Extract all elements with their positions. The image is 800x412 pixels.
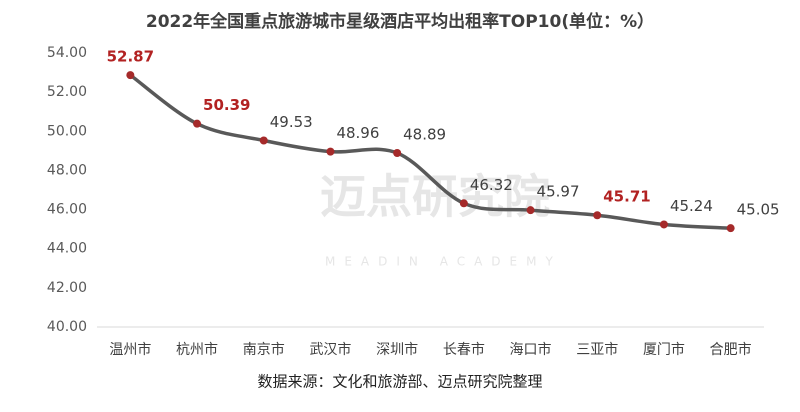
data-label: 48.96 <box>336 124 379 142</box>
marker <box>526 206 535 215</box>
x-tick-label: 南京市 <box>243 341 285 358</box>
marker <box>593 211 602 220</box>
marker <box>326 147 335 156</box>
x-tick-label: 海口市 <box>510 341 552 358</box>
line <box>129 73 731 230</box>
marker <box>126 71 135 80</box>
data-label: 45.05 <box>737 201 780 219</box>
marker <box>726 224 735 233</box>
x-tick-label: 厦门市 <box>643 341 685 358</box>
data-label: 48.89 <box>403 126 446 144</box>
y-tick-label: 40.00 <box>47 319 87 335</box>
y-tick-label: 46.00 <box>47 202 87 218</box>
chart-title: 2022年全国重点旅游城市星级酒店平均出租率TOP10(单位：%） <box>146 11 654 32</box>
y-tick-label: 48.00 <box>47 162 87 178</box>
watermark: 迈点研究院 <box>320 170 550 224</box>
x-tick-label: 合肥市 <box>710 341 752 358</box>
y-tick-label: 50.00 <box>47 123 87 139</box>
marker <box>193 119 202 128</box>
watermark-sub: MEADIN ACADEMY <box>325 255 562 269</box>
y-tick-label: 54.00 <box>47 45 87 61</box>
data-label: 45.97 <box>537 183 580 201</box>
data-label: 45.24 <box>670 197 713 215</box>
data-label: 52.87 <box>107 48 154 66</box>
x-tick-label: 三亚市 <box>576 341 618 358</box>
source-note: 数据来源：文化和旅游部、迈点研究院整理 <box>257 373 542 391</box>
data-label: 49.53 <box>270 113 313 131</box>
x-tick-label: 长春市 <box>443 341 485 358</box>
data-label: 50.39 <box>203 96 250 114</box>
x-tick-label: 杭州市 <box>176 341 218 358</box>
marker <box>459 199 468 208</box>
x-tick-label: 深圳市 <box>376 341 418 358</box>
x-tick-label: 温州市 <box>109 341 151 358</box>
marker <box>659 220 668 229</box>
x-tick-label: 武汉市 <box>309 341 351 358</box>
marker <box>259 136 268 145</box>
y-tick-label: 44.00 <box>47 241 87 257</box>
y-tick-label: 42.00 <box>47 280 87 296</box>
y-tick-label: 52.00 <box>47 84 87 100</box>
data-label: 45.71 <box>603 188 650 206</box>
data-label: 46.32 <box>470 176 513 194</box>
marker <box>393 149 402 158</box>
